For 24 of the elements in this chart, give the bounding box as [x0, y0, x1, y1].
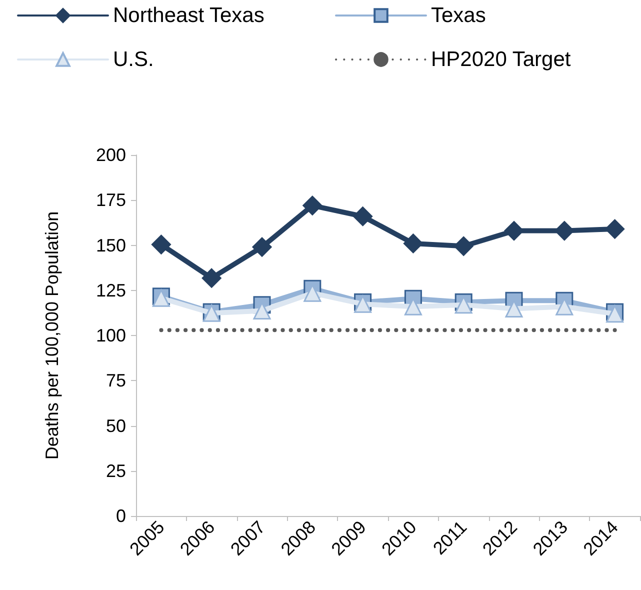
legend-label: HP2020 Target	[431, 48, 571, 71]
y-axis-title: Deaths per 100,000 Population	[42, 211, 62, 460]
y-tick-label: 25	[106, 460, 126, 481]
y-tick-label: 100	[96, 326, 126, 346]
legend-label: Northeast Texas	[113, 4, 264, 27]
legend-label: U.S.	[113, 48, 154, 71]
point	[554, 221, 574, 241]
y-tick-label: 50	[106, 416, 126, 436]
point	[252, 237, 272, 257]
y-tick-label: 175	[96, 190, 126, 210]
y-tick-label: 0	[116, 506, 126, 526]
point	[202, 268, 222, 288]
point	[302, 196, 322, 216]
point	[151, 234, 171, 254]
legend-label: Texas	[431, 4, 486, 27]
y-tick-label: 125	[96, 280, 126, 300]
point	[504, 221, 524, 241]
point	[353, 206, 373, 226]
point	[605, 219, 625, 239]
point	[403, 234, 423, 254]
point	[454, 236, 474, 256]
y-tick-label: 150	[96, 235, 126, 256]
y-tick-label: 75	[106, 370, 126, 391]
y-tick-label: 200	[96, 145, 126, 165]
